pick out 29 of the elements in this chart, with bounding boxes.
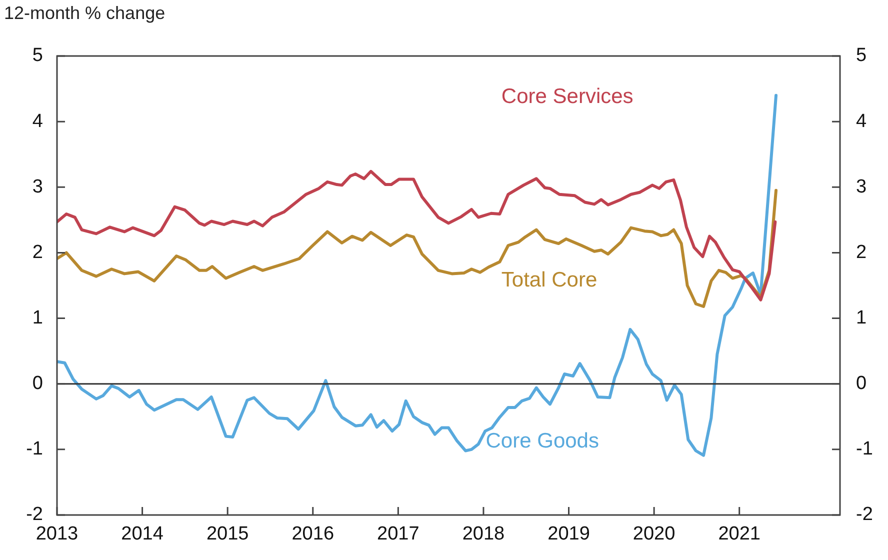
- x-tick-label: 2013: [36, 524, 78, 545]
- y2-tick-label: 3: [856, 176, 867, 198]
- y-tick-label: -1: [26, 438, 43, 460]
- y2-tick-label: -2: [856, 504, 873, 526]
- y-tick-label: 2: [32, 242, 43, 263]
- series-label: Core Goods: [486, 429, 599, 452]
- x-tick-label: 2015: [206, 524, 249, 545]
- text: Core Services: [501, 85, 634, 108]
- y-tick-label: -2: [26, 504, 43, 526]
- y-axis-title: 12-month % change: [4, 2, 166, 23]
- y-tick-label: 1: [32, 308, 43, 329]
- x-tick-label: 2020: [632, 524, 676, 545]
- y2-tick-label: 4: [856, 110, 867, 132]
- y-tick-label: 0: [32, 373, 43, 394]
- x-tick-label: 2017: [377, 524, 420, 545]
- y-tick-label: 5: [32, 45, 43, 66]
- y2-tick-label: 1: [856, 308, 867, 329]
- x-tick-label: 2014: [121, 524, 164, 545]
- y-tick-label: 4: [32, 110, 44, 132]
- series-label: Total Core: [501, 268, 598, 292]
- x-tick-label: 2021: [718, 524, 760, 545]
- x-tick-label: 2016: [292, 524, 334, 545]
- y2-tick-label: 5: [856, 45, 867, 66]
- y-tick-label: 3: [32, 176, 43, 198]
- y2-tick-label: -1: [856, 438, 873, 460]
- x-tick-label: 2018: [462, 524, 505, 545]
- x-tick-label: 2019: [548, 524, 590, 545]
- y2-tick-label: 0: [856, 373, 867, 394]
- y2-tick-label: 2: [856, 242, 867, 263]
